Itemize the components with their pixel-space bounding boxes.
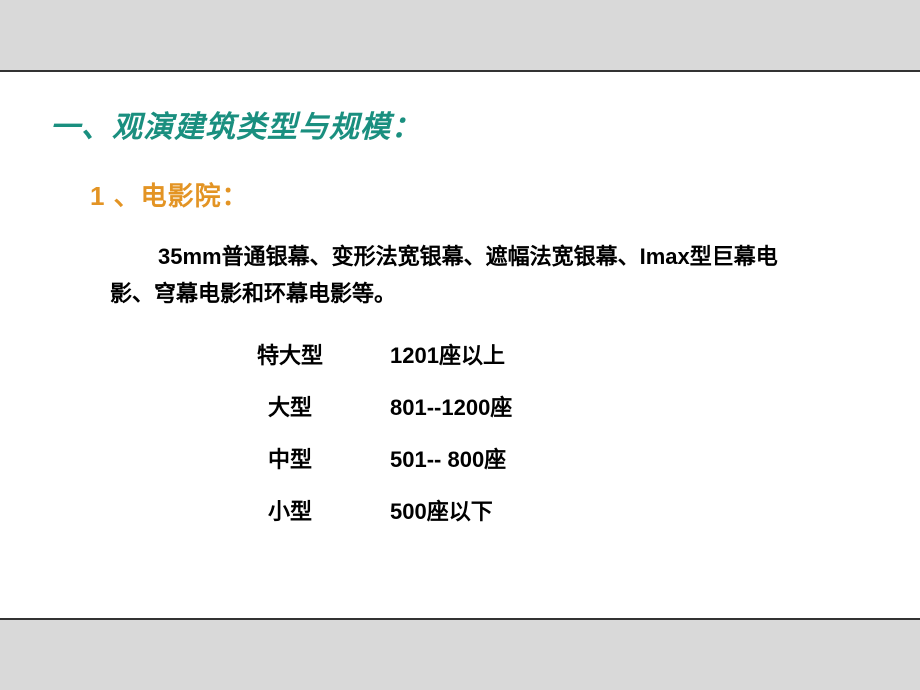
slide-content: 一、观演建筑类型与规模： 1 、电影院： 35mm普通银幕、变形法宽银幕、遮幅法… (0, 72, 920, 526)
row-value: 801--1200座 (360, 390, 580, 422)
heading-main: 一、观演建筑类型与规模： (50, 102, 870, 146)
row-label: 大型 (220, 390, 360, 422)
row-value: 501-- 800座 (360, 442, 580, 474)
description-paragraph: 35mm普通银幕、变形法宽银幕、遮幅法宽银幕、Imax型巨幕电影、穹幕电影和环幕… (110, 238, 820, 313)
row-label: 中型 (220, 442, 360, 474)
scale-table: 特大型 1201座以上 大型 801--1200座 中型 501-- 800座 … (220, 338, 870, 526)
table-row: 特大型 1201座以上 (220, 338, 870, 370)
row-label: 特大型 (220, 338, 360, 370)
top-bar (0, 0, 920, 72)
row-value: 1201座以上 (360, 338, 580, 370)
row-value: 500座以下 (360, 494, 580, 526)
table-row: 小型 500座以下 (220, 494, 870, 526)
row-label: 小型 (220, 494, 360, 526)
table-row: 大型 801--1200座 (220, 390, 870, 422)
bottom-bar (0, 618, 920, 690)
heading-sub: 1 、电影院： (90, 176, 870, 213)
table-row: 中型 501-- 800座 (220, 442, 870, 474)
